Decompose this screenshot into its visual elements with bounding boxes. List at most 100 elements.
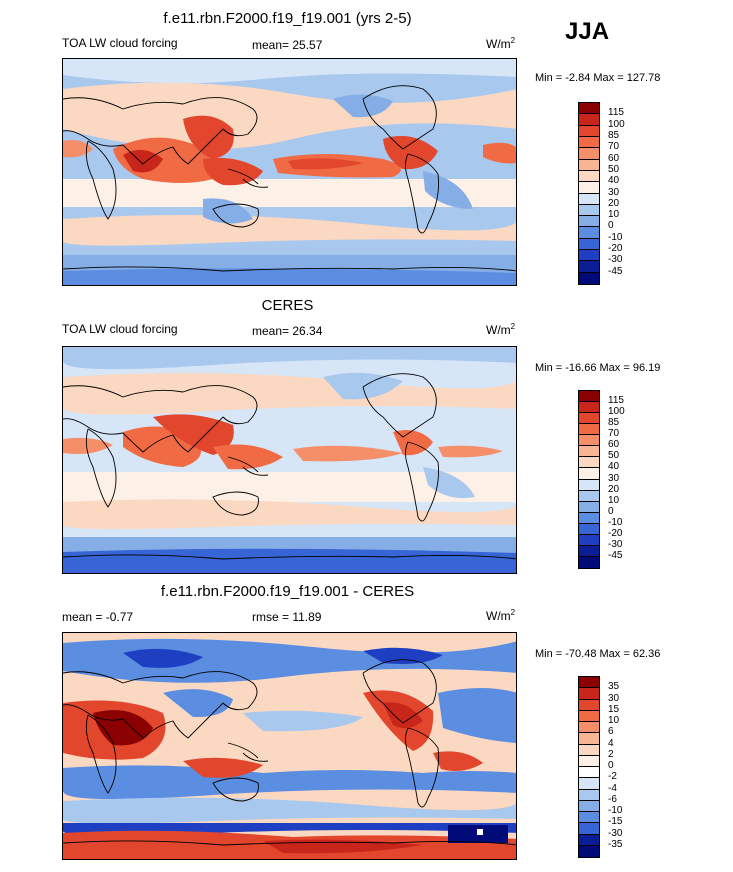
panel1-title: f.e11.rbn.F2000.f19_f19.001 (yrs 2-5) <box>163 10 412 27</box>
colorbar-tick-label: -30 <box>608 254 623 266</box>
colorbar-swatch <box>579 512 599 524</box>
colorbar-swatch <box>579 733 599 745</box>
colorbar-swatch <box>579 435 599 447</box>
colorbar-swatch <box>579 103 599 115</box>
panel1-minmax: Min = -2.84 Max = 127.78 <box>535 72 661 84</box>
colorbar-swatch <box>579 755 599 767</box>
colorbar-tick-label: 30 <box>608 186 620 198</box>
colorbar-swatch <box>579 556 599 568</box>
colorbar-tick-label: -4 <box>608 782 617 794</box>
panel3-units: W/m2 <box>486 608 516 623</box>
colorbar-swatch <box>579 468 599 480</box>
colorbar-tick-label: 4 <box>608 737 614 749</box>
panel2-colorbar <box>578 390 600 569</box>
colorbar-swatch <box>579 250 599 262</box>
colorbar-tick-label: 70 <box>608 141 620 153</box>
colorbar-swatch <box>579 677 599 689</box>
colorbar-swatch <box>579 523 599 535</box>
colorbar-tick-label: 0 <box>608 760 614 771</box>
colorbar-swatch <box>579 789 599 801</box>
colorbar-tick-label: 0 <box>608 505 614 517</box>
colorbar-tick-label: 35 <box>608 681 620 693</box>
colorbar-swatch <box>579 767 599 779</box>
colorbar-swatch <box>579 238 599 251</box>
colorbar-swatch <box>579 778 599 790</box>
colorbar-swatch <box>579 261 599 273</box>
panel2-map <box>62 346 517 574</box>
colorbar-swatch <box>579 125 599 137</box>
colorbar-swatch <box>579 834 599 846</box>
colorbar-tick-label: 15 <box>608 703 620 715</box>
colorbar-swatch <box>579 490 599 502</box>
colorbar-swatch <box>579 227 599 239</box>
colorbar-swatch <box>579 479 599 491</box>
colorbar-tick-label: 10 <box>608 494 620 506</box>
colorbar-tick-label: -30 <box>608 827 623 839</box>
colorbar-swatch <box>579 446 599 458</box>
colorbar-tick-label: -2 <box>608 771 617 783</box>
colorbar-tick-label: 100 <box>608 406 625 418</box>
panel1-variable-label: TOA LW cloud forcing <box>62 36 178 50</box>
colorbar-tick-label: -20 <box>608 243 623 255</box>
colorbar-swatch <box>579 823 599 835</box>
colorbar-tick-label: 2 <box>608 748 614 760</box>
panel2-title: CERES <box>261 297 314 314</box>
colorbar-tick-label: 10 <box>608 209 620 221</box>
colorbar-tick-label: 60 <box>608 152 620 164</box>
colorbar-tick-label: 30 <box>608 472 620 484</box>
colorbar-swatch <box>579 534 599 546</box>
panel1-units: W/m2 <box>486 36 516 51</box>
colorbar-tick-label: -10 <box>608 231 623 243</box>
panel3-map <box>62 632 517 860</box>
panel3-title: f.e11.rbn.F2000.f19_f19.001 - CERES <box>160 583 415 600</box>
colorbar-swatch <box>579 136 599 149</box>
colorbar-tick-label: 20 <box>608 197 620 209</box>
colorbar-tick-label: 30 <box>608 692 620 704</box>
colorbar-tick-label: 85 <box>608 417 620 429</box>
colorbar-swatch <box>579 114 599 126</box>
colorbar-swatch <box>579 501 599 513</box>
colorbar-swatch <box>579 457 599 469</box>
colorbar-swatch <box>579 193 599 205</box>
colorbar-swatch <box>579 800 599 812</box>
colorbar-tick-label: -45 <box>608 265 623 277</box>
season-label: JJA <box>565 18 610 45</box>
panel2-mean: mean= 26.34 <box>252 324 323 338</box>
colorbar-tick-label: 6 <box>608 726 614 738</box>
colorbar-tick-label: -10 <box>608 805 623 816</box>
panel3-minmax: Min = -70.48 Max = 62.36 <box>535 648 661 660</box>
colorbar-tick-label: 0 <box>608 220 614 232</box>
panel1-map <box>62 58 517 286</box>
colorbar-swatch <box>579 182 599 194</box>
colorbar-swatch <box>579 424 599 436</box>
colorbar-tick-label: 115 <box>608 107 624 119</box>
colorbar-tick-label: -10 <box>608 516 623 528</box>
colorbar-tick-label: 100 <box>608 118 625 130</box>
colorbar-swatch <box>579 545 599 557</box>
panel2-minmax: Min = -16.66 Max = 96.19 <box>535 362 661 374</box>
colorbar-swatch <box>579 204 599 217</box>
colorbar-tick-label: 85 <box>608 129 620 141</box>
colorbar-tick-label: 115 <box>608 395 624 407</box>
panel2-units: W/m2 <box>486 322 516 337</box>
panel3-colorbar <box>578 676 600 858</box>
colorbar-tick-label: 20 <box>608 483 620 495</box>
colorbar-tick-label: -30 <box>608 538 623 550</box>
panel1-colorbar <box>578 102 600 285</box>
colorbar-swatch <box>579 699 599 711</box>
colorbar-swatch <box>579 744 599 756</box>
colorbar-tick-label: -35 <box>608 838 623 850</box>
colorbar-tick-label: 40 <box>608 461 620 473</box>
colorbar-tick-label: -45 <box>608 549 623 561</box>
colorbar-tick-label: 70 <box>608 428 620 440</box>
panel1-mean: mean= 25.57 <box>252 38 323 52</box>
colorbar-swatch <box>579 413 599 425</box>
panel2-variable-label: TOA LW cloud forcing <box>62 322 178 336</box>
colorbar-swatch <box>579 216 599 228</box>
colorbar-swatch <box>579 148 599 160</box>
panel3-rmse: rmse = 11.89 <box>252 610 322 624</box>
colorbar-swatch <box>579 159 599 171</box>
colorbar-swatch <box>579 272 599 284</box>
colorbar-tick-label: 50 <box>608 450 620 462</box>
colorbar-swatch <box>579 722 599 734</box>
